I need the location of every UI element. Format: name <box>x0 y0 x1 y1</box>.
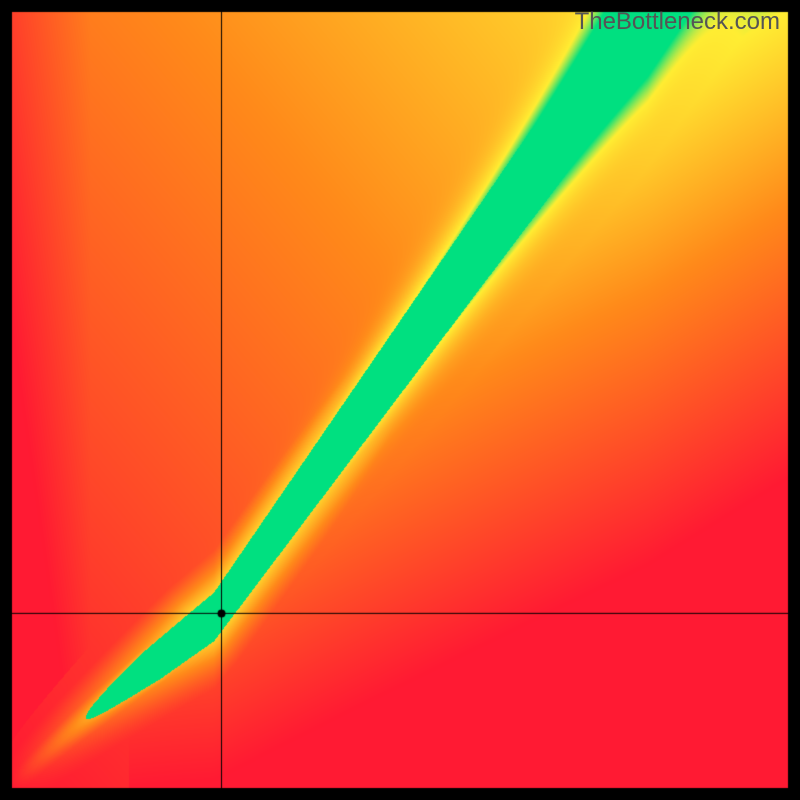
bottleneck-heatmap <box>0 0 800 800</box>
chart-container: TheBottleneck.com <box>0 0 800 800</box>
watermark-text: TheBottleneck.com <box>575 8 780 36</box>
